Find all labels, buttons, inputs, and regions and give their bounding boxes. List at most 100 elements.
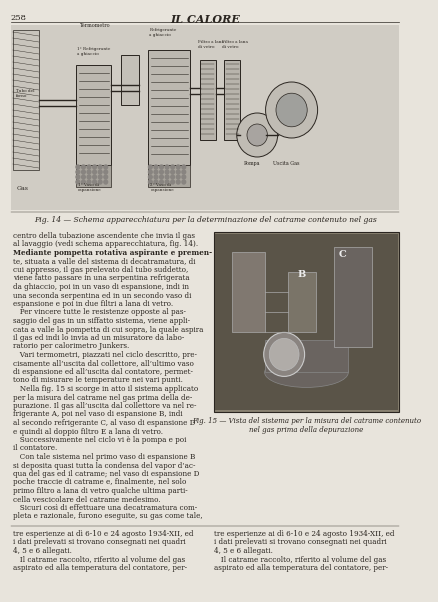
Text: cui appresso, il gas prelevato dal tubo suddetto,: cui appresso, il gas prelevato dal tubo … xyxy=(13,266,188,274)
Circle shape xyxy=(171,165,174,169)
Text: Sicuri così di effettuare una decatramatura com-: Sicuri così di effettuare una decatramat… xyxy=(13,504,197,512)
Circle shape xyxy=(98,165,102,169)
Text: primo filtro a lana di vetro qualche ultima parti-: primo filtro a lana di vetro qualche ult… xyxy=(13,487,187,495)
Circle shape xyxy=(104,180,108,184)
Text: viene fatto passare in una serpentina refrigerata: viene fatto passare in una serpentina re… xyxy=(13,275,189,282)
Circle shape xyxy=(171,175,174,179)
Text: C: C xyxy=(339,250,347,259)
Text: poche traccie di catrame e, finalmente, nel solo: poche traccie di catrame e, finalmente, … xyxy=(13,479,186,486)
Circle shape xyxy=(182,175,186,179)
Bar xyxy=(120,55,139,105)
Text: ratorio per calorimetro Junkers.: ratorio per calorimetro Junkers. xyxy=(13,343,129,350)
Text: saggio del gas in un siffatto sistema, viene appli-: saggio del gas in un siffatto sistema, v… xyxy=(13,317,190,325)
Text: Filtro a lana
di vetro: Filtro a lana di vetro xyxy=(222,40,248,49)
Circle shape xyxy=(93,180,96,184)
Text: e quindi al doppio filtro E a lana di vetro.: e quindi al doppio filtro E a lana di ve… xyxy=(13,427,163,435)
Text: Pompa: Pompa xyxy=(243,161,260,166)
Text: frigerante A, poi nel vaso di espansione B, indi: frigerante A, poi nel vaso di espansione… xyxy=(13,411,182,418)
Circle shape xyxy=(177,165,180,169)
Text: da ghiaccio, poi in un vaso di espansione, indi in: da ghiaccio, poi in un vaso di espansion… xyxy=(13,283,189,291)
Circle shape xyxy=(177,170,180,174)
Circle shape xyxy=(81,175,85,179)
Circle shape xyxy=(104,175,108,179)
Circle shape xyxy=(171,170,174,174)
Circle shape xyxy=(269,338,299,370)
Text: Vari termometri, piazzati nel ciclo descritto, pre-: Vari termometri, piazzati nel ciclo desc… xyxy=(13,351,197,359)
Circle shape xyxy=(148,180,152,184)
Text: IL CALORE: IL CALORE xyxy=(170,14,240,25)
Circle shape xyxy=(264,332,304,376)
Circle shape xyxy=(76,175,80,179)
Text: 4, 5 e 6 allegati.: 4, 5 e 6 allegati. xyxy=(13,547,72,555)
Bar xyxy=(13,30,39,170)
Text: tono di misurare le temperature nei vari punti.: tono di misurare le temperature nei vari… xyxy=(13,376,183,385)
Text: Gas: Gas xyxy=(17,186,28,191)
Text: Il catrame raccolto, riferito al volume del gas: Il catrame raccolto, riferito al volume … xyxy=(214,556,385,563)
Text: Filtro a lana
di vetro: Filtro a lana di vetro xyxy=(198,40,224,49)
Bar xyxy=(288,272,316,332)
Text: Refrigerante
a ghiaccio: Refrigerante a ghiaccio xyxy=(149,28,177,37)
Text: 258: 258 xyxy=(11,14,27,22)
Circle shape xyxy=(237,113,278,157)
Circle shape xyxy=(148,170,152,174)
Text: aspirato ed alla temperatura del contatore, per-: aspirato ed alla temperatura del contato… xyxy=(214,564,388,572)
Circle shape xyxy=(154,165,158,169)
Circle shape xyxy=(104,165,108,169)
Bar xyxy=(76,165,111,187)
Text: Mediante pompetta rotativa aspirante e premen-: Mediante pompetta rotativa aspirante e p… xyxy=(13,249,212,257)
Circle shape xyxy=(81,165,85,169)
Text: cella vescicolare del catrame medesimo.: cella vescicolare del catrame medesimo. xyxy=(13,495,160,503)
Text: il contatore.: il contatore. xyxy=(13,444,57,453)
Bar xyxy=(232,252,265,332)
Text: Tubo del
forno: Tubo del forno xyxy=(16,90,34,98)
Circle shape xyxy=(159,170,163,174)
Text: si deposita quasi tutta la condensa del vapor d’ac-: si deposita quasi tutta la condensa del … xyxy=(13,462,195,470)
Text: una seconda serpentina ed in un secondo vaso di: una seconda serpentina ed in un secondo … xyxy=(13,291,191,300)
Text: centro della tubazione ascendente che invia il gas: centro della tubazione ascendente che in… xyxy=(13,232,195,240)
Text: Nella fig. 15 si scorge in atto il sistema applicato: Nella fig. 15 si scorge in atto il siste… xyxy=(13,385,198,393)
Text: Successivamente nel ciclo vi è la pompa e poi: Successivamente nel ciclo vi è la pompa … xyxy=(13,436,186,444)
Circle shape xyxy=(76,165,80,169)
Circle shape xyxy=(171,180,174,184)
Circle shape xyxy=(165,180,169,184)
Circle shape xyxy=(76,180,80,184)
Text: tre esperienze ai dì 6-10 e 24 agosto 1934-XII, ed: tre esperienze ai dì 6-10 e 24 agosto 19… xyxy=(214,530,394,538)
Bar xyxy=(214,232,399,412)
Bar xyxy=(215,234,398,410)
Circle shape xyxy=(93,175,96,179)
Bar xyxy=(148,165,190,187)
Text: tre esperienze ai dì 6-10 e 24 agosto 1934-XII, ed: tre esperienze ai dì 6-10 e 24 agosto 19… xyxy=(13,530,193,538)
Text: 4, 5 e 6 allegati.: 4, 5 e 6 allegati. xyxy=(214,547,272,555)
Text: te, situata a valle del sistema di decatramatura, di: te, situata a valle del sistema di decat… xyxy=(13,258,195,265)
Circle shape xyxy=(177,175,180,179)
Bar xyxy=(334,247,371,347)
Circle shape xyxy=(159,165,163,169)
Text: i dati prelevati si trovano consegnati nei quadri: i dati prelevati si trovano consegnati n… xyxy=(214,539,386,547)
Text: 1° Refrigerante
a ghiaccio: 1° Refrigerante a ghiaccio xyxy=(77,48,110,56)
Circle shape xyxy=(265,82,318,138)
Circle shape xyxy=(98,175,102,179)
Text: espansione e poi in due filtri a lana di vetro.: espansione e poi in due filtri a lana di… xyxy=(13,300,173,308)
Circle shape xyxy=(148,175,152,179)
Circle shape xyxy=(87,180,91,184)
Circle shape xyxy=(165,175,169,179)
Bar xyxy=(76,65,111,165)
Circle shape xyxy=(182,180,186,184)
Text: Fig. 15 — Vista del sistema per la misura del catrame contenuto
nel gas prima de: Fig. 15 — Vista del sistema per la misur… xyxy=(192,417,421,434)
Circle shape xyxy=(154,170,158,174)
Circle shape xyxy=(93,170,96,174)
Circle shape xyxy=(98,170,102,174)
Circle shape xyxy=(81,180,85,184)
Text: B: B xyxy=(297,270,305,279)
Text: 1° Vaso di
espansione: 1° Vaso di espansione xyxy=(78,184,102,192)
Text: per la misura del catrame nel gas prima della de-: per la misura del catrame nel gas prima … xyxy=(13,394,192,402)
Bar xyxy=(11,25,399,210)
Text: Uscita Gas: Uscita Gas xyxy=(273,161,300,166)
Text: di espansione ed all’uscita dal contatore, permet-: di espansione ed all’uscita dal contator… xyxy=(13,368,193,376)
Text: i dati prelevati si trovano consegnati nei quadri: i dati prelevati si trovano consegnati n… xyxy=(13,539,186,547)
Circle shape xyxy=(182,170,186,174)
Circle shape xyxy=(148,165,152,169)
Text: al lavaggio (vedi schema apparecchiatura, fig. 14).: al lavaggio (vedi schema apparecchiatura… xyxy=(13,241,198,249)
Text: Con tale sistema nel primo vaso di espansione B: Con tale sistema nel primo vaso di espan… xyxy=(13,453,195,461)
Text: purazione. Il gas all’uscita dal collettore va nel re-: purazione. Il gas all’uscita dal collett… xyxy=(13,402,196,410)
